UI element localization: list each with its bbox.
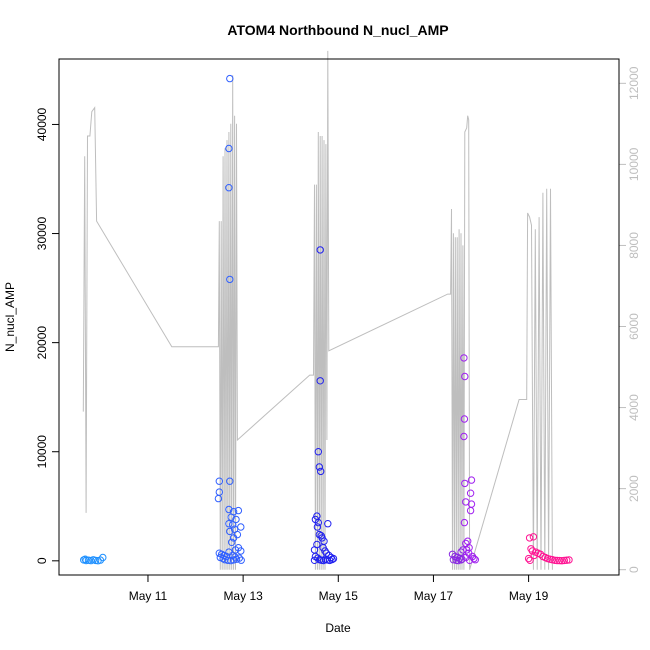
x-tick-label: May 19	[509, 589, 549, 603]
x-tick-label: May 17	[414, 589, 454, 603]
data-point	[321, 547, 329, 555]
data-point	[460, 354, 468, 362]
y-axis-label: N_nucl_AMP	[3, 282, 17, 352]
data-point	[313, 523, 322, 531]
data-point	[219, 554, 227, 563]
x-axis-label: Date	[325, 621, 351, 635]
x-tick-label: May 15	[319, 589, 359, 603]
data-point	[560, 556, 568, 565]
data-point	[525, 534, 534, 542]
data-point	[229, 534, 238, 542]
data-point	[324, 520, 332, 528]
data-point	[225, 184, 233, 192]
data-point	[226, 477, 234, 485]
data-point	[226, 275, 234, 284]
y-tick-label: 10000	[35, 435, 49, 469]
data-point	[225, 144, 233, 153]
data-point	[460, 432, 468, 441]
data-point	[231, 553, 239, 561]
data-point	[454, 556, 462, 565]
data-point	[310, 546, 319, 554]
data-point	[237, 556, 245, 564]
y-tick-label: 40000	[35, 107, 49, 141]
data-point	[235, 554, 244, 562]
data-point	[530, 551, 538, 560]
data-point	[558, 557, 566, 565]
y2-tick-label: 4000	[627, 394, 641, 421]
data-point	[524, 554, 533, 563]
y2-tick-label: 6000	[627, 313, 641, 340]
data-point	[460, 415, 469, 423]
data-point	[82, 556, 90, 565]
data-point	[227, 513, 235, 521]
data-point	[465, 556, 474, 564]
data-point	[459, 546, 467, 554]
data-point	[225, 505, 233, 514]
y-tick-label: 30000	[35, 217, 49, 251]
data-point	[232, 515, 240, 524]
data-point	[328, 555, 336, 564]
data-point	[214, 494, 223, 503]
y2-tick-label: 0	[627, 566, 641, 573]
data-point	[563, 556, 571, 564]
data-point	[315, 463, 323, 471]
data-point	[224, 556, 232, 564]
data-point	[461, 479, 469, 488]
data-point	[553, 556, 561, 565]
data-point	[234, 506, 243, 515]
data-point	[466, 489, 475, 497]
data-point	[81, 555, 89, 563]
data-point	[226, 527, 234, 536]
secondary-line-layer	[82, 50, 553, 570]
data-point	[465, 544, 473, 552]
data-point	[229, 551, 237, 560]
data-point	[461, 372, 469, 381]
data-point	[449, 556, 458, 564]
y2-tick-label: 10000	[627, 147, 641, 181]
x-tick-label: May 11	[129, 589, 168, 603]
points-layer	[80, 74, 573, 565]
data-point	[215, 477, 224, 485]
data-point	[237, 547, 245, 555]
y-tick-label: 0	[35, 557, 49, 564]
y2-tick-label: 2000	[627, 475, 641, 502]
plot-frame	[58, 58, 620, 576]
data-point	[96, 556, 105, 564]
data-point	[470, 554, 478, 563]
data-point	[467, 476, 476, 484]
data-point	[316, 246, 324, 254]
chart-title: ATOM4 Northbound N_nucl_AMP	[227, 22, 448, 38]
data-point	[221, 556, 229, 564]
series-line	[82, 50, 553, 570]
y-tick-label: 20000	[35, 326, 49, 360]
data-point	[466, 506, 475, 515]
data-point	[237, 523, 245, 531]
y2-tick-label: 8000	[627, 232, 641, 259]
data-point	[229, 521, 237, 529]
data-point	[458, 555, 466, 563]
data-point	[471, 556, 479, 564]
data-point	[526, 556, 534, 564]
data-point	[91, 556, 100, 565]
data-point	[310, 556, 319, 564]
data-point	[314, 448, 322, 456]
data-point	[460, 518, 469, 527]
x-tick-label: May 13	[223, 589, 263, 603]
data-point	[529, 533, 538, 541]
y2-tick-label: 12000	[627, 66, 641, 100]
data-point	[551, 556, 559, 564]
data-point	[225, 520, 233, 528]
data-point	[99, 553, 107, 562]
data-point	[316, 377, 324, 385]
data-point	[314, 518, 322, 527]
data-point	[565, 556, 573, 564]
data-point	[555, 556, 564, 565]
data-point	[226, 74, 234, 83]
data-point	[228, 538, 236, 546]
data-point	[317, 467, 325, 476]
